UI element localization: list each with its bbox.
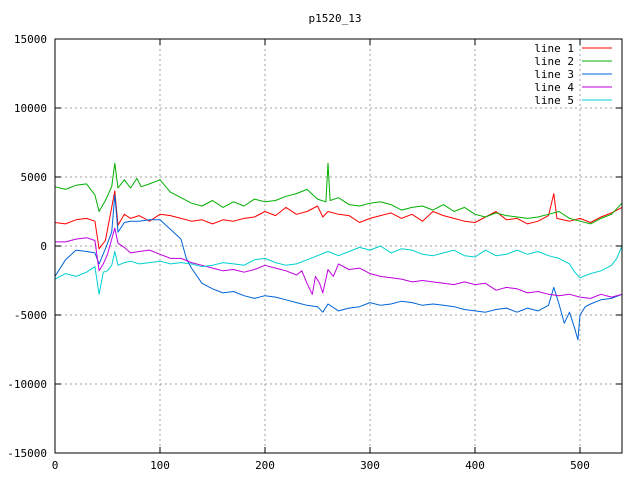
x-tick-label: 200	[255, 459, 275, 472]
x-tick-label: 100	[150, 459, 170, 472]
series-line-4	[55, 227, 623, 299]
grid	[55, 39, 622, 453]
legend-label-1: line 1	[534, 42, 574, 55]
chart-title: p1520_13	[309, 12, 362, 25]
legend-label-4: line 4	[534, 81, 574, 94]
series-line-3	[54, 194, 623, 341]
legend-label-5: line 5	[534, 94, 574, 107]
series-line-5	[54, 245, 623, 295]
x-tick-label: 300	[360, 459, 380, 472]
y-tick-label: -15000	[7, 447, 47, 460]
legend-label-3: line 3	[534, 68, 574, 81]
x-tick-label: 0	[52, 459, 59, 472]
series-line-2	[54, 162, 623, 225]
y-tick-label: 0	[40, 240, 47, 253]
legend-label-2: line 2	[534, 55, 574, 68]
y-tick-label: 10000	[14, 102, 47, 115]
x-tick-label: 400	[465, 459, 485, 472]
y-tick-label: -5000	[14, 309, 47, 322]
series-line-1	[54, 190, 623, 250]
y-tick-label: -10000	[7, 378, 47, 391]
series-group	[54, 162, 623, 341]
y-tick-label: 5000	[21, 171, 48, 184]
axis-ticks: 0 100 200 300 400 500 -15000 -10000 -5000 0 5000 10…	[7, 33, 622, 472]
x-tick-label: 500	[570, 459, 590, 472]
y-tick-label: 15000	[14, 33, 47, 46]
